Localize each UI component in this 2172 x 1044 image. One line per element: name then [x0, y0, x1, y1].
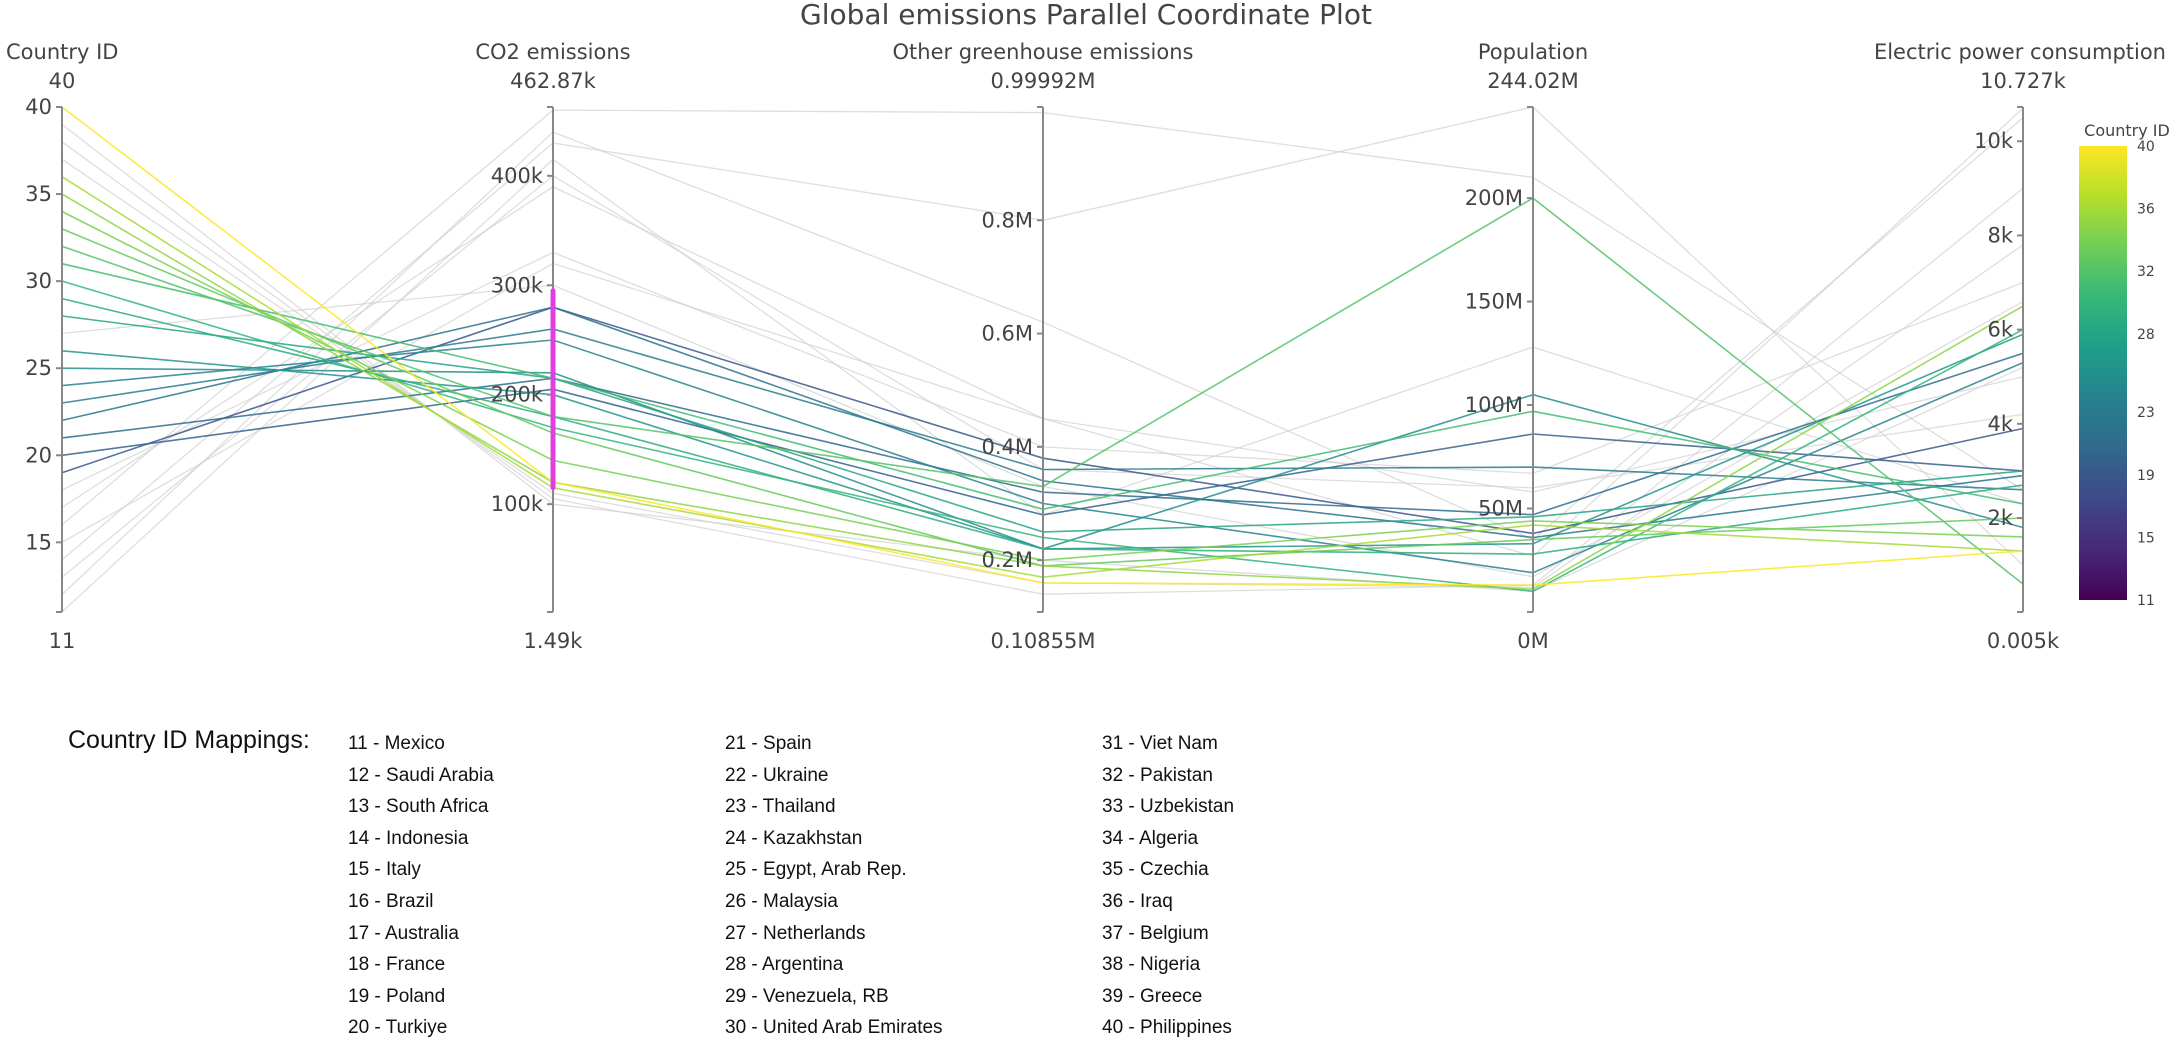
- axis-tick-label: 100M: [1465, 393, 1523, 417]
- chart-title: Global emissions Parallel Coordinate Plo…: [800, 0, 1372, 31]
- colorbar: Country ID 11 15 19 23 28 32 36 40: [2079, 121, 2170, 609]
- axis-tick-label: 25: [25, 356, 52, 380]
- axis-tick-label: 30: [25, 269, 52, 293]
- mapping-item: 19 - Poland: [348, 985, 446, 1007]
- axis-tick-label: 0.6M: [981, 322, 1033, 346]
- colorbar-tick-label: 40: [2137, 139, 2155, 155]
- axis-title: CO2 emissions: [475, 40, 630, 64]
- mappings-column-2: 21 - Spain 22 - Ukraine 23 - Thailand 24 - …: [725, 728, 943, 1044]
- mapping-item: 28 - Argentina: [725, 954, 844, 976]
- axis-tick-label: 10k: [1974, 129, 2014, 153]
- axis-tick-label: 300k: [491, 273, 544, 297]
- axis-range-min: 0.10855M: [991, 629, 1096, 653]
- colorbar-title: Country ID: [2084, 121, 2170, 140]
- axis-tick-label: 200k: [491, 383, 544, 407]
- mapping-item: 34 - Algeria: [1102, 827, 1199, 849]
- axis-tick-label: 2k: [1987, 506, 2013, 530]
- axis-range-max: 40: [49, 69, 76, 93]
- mapping-item: 11 - Mexico: [348, 733, 445, 754]
- mapping-item: 21 - Spain: [725, 733, 812, 754]
- mapping-item: 31 - Viet Nam: [1102, 733, 1218, 754]
- axis-1: Country ID 40 11 40 15 20 25 30 35: [6, 40, 118, 653]
- mapping-item: 25 - Egypt, Arab Rep.: [725, 859, 907, 881]
- axis-range-min: 1.49k: [524, 629, 584, 653]
- mapping-item: 39 - Greece: [1102, 985, 1203, 1007]
- colorbar-tick-label: 28: [2137, 327, 2155, 343]
- axis-tick-label: 6k: [1987, 318, 2013, 342]
- axis-range-min: 0M: [1517, 629, 1548, 653]
- axis-title: Other greenhouse emissions: [893, 40, 1194, 64]
- axis-5: Electric power consumption 10.727k 0.005k 2…: [1874, 40, 2166, 653]
- colorbar-gradient-bar: [2079, 146, 2127, 600]
- mapping-item: 37 - Belgium: [1102, 922, 1209, 944]
- mapping-item: 15 - Italy: [348, 859, 421, 881]
- axis-range-max: 462.87k: [510, 69, 596, 93]
- colorbar-tick-label: 11: [2137, 593, 2155, 609]
- mappings-column-3: 31 - Viet Nam 32 - Pakistan 33 - Uzbekista…: [1102, 728, 1234, 1044]
- mapping-item: 12 - Saudi Arabia: [348, 764, 494, 786]
- axis-2: CO2 emissions 462.87k 1.49k 100k 200k 300k 400…: [475, 40, 630, 653]
- axis-tick-label: 8k: [1987, 223, 2013, 247]
- mapping-item: 27 - Netherlands: [725, 922, 866, 944]
- mapping-item: 20 - Turkiye: [348, 1017, 448, 1039]
- axis-tick-label: 150M: [1465, 290, 1523, 314]
- colorbar-tick-label: 36: [2137, 202, 2155, 218]
- axis-tick-label: 50M: [1478, 497, 1523, 521]
- axis-range-max: 10.727k: [1980, 69, 2066, 93]
- mapping-item: 13 - South Africa: [348, 796, 489, 818]
- mapping-item: 26 - Malaysia: [725, 890, 838, 912]
- axis-tick-label: 0.2M: [981, 548, 1033, 572]
- mapping-item: 16 - Brazil: [348, 890, 434, 912]
- mapping-item: 17 - Australia: [348, 922, 459, 944]
- mapping-item: 35 - Czechia: [1102, 859, 1209, 881]
- mapping-item: 40 - Philippines: [1102, 1017, 1232, 1039]
- axis-tick-label: 40: [25, 95, 52, 119]
- colorbar-tick-label: 19: [2137, 468, 2155, 484]
- axis-tick-label: 0.4M: [981, 435, 1033, 459]
- axis-4: Population 244.02M 0M 50M 100M 150M 200M: [1465, 40, 1588, 653]
- mapping-item: 36 - Iraq: [1102, 890, 1173, 912]
- mapping-item: 30 - United Arab Emirates: [725, 1017, 943, 1039]
- mapping-item: 38 - Nigeria: [1102, 954, 1201, 976]
- axis-title: Population: [1478, 40, 1588, 64]
- country-id-mappings: Country ID Mappings: 11 - Mexico 12 - Sau…: [0, 720, 2172, 1038]
- mapping-item: 29 - Venezuela, RB: [725, 985, 889, 1007]
- axis-tick-label: 4k: [1987, 412, 2013, 436]
- axis-tick-label: 20: [25, 443, 52, 467]
- mapping-item: 32 - Pakistan: [1102, 764, 1213, 786]
- mapping-item: 23 - Thailand: [725, 796, 836, 818]
- axis-range-min: 0.005k: [1987, 629, 2060, 653]
- mappings-column-1: 11 - Mexico 12 - Saudi Arabia 13 - South A…: [348, 728, 494, 1044]
- axis-title: Electric power consumption: [1874, 40, 2166, 64]
- colorbar-tick-label: 15: [2137, 530, 2155, 546]
- mapping-item: 18 - France: [348, 954, 446, 976]
- colorbar-tick-label: 32: [2137, 264, 2155, 280]
- axis-tick-label: 0.8M: [981, 208, 1033, 232]
- axis-tick-label: 15: [25, 530, 52, 554]
- axis-range-max: 0.99992M: [991, 69, 1096, 93]
- axis-range-max: 244.02M: [1487, 69, 1579, 93]
- mapping-item: 33 - Uzbekistan: [1102, 796, 1235, 818]
- colorbar-tick-label: 23: [2137, 405, 2155, 421]
- axis-tick-label: 400k: [491, 164, 544, 188]
- mapping-item: 24 - Kazakhstan: [725, 827, 863, 849]
- axis-tick-label: 200M: [1465, 186, 1523, 210]
- parallel-coordinates-chart: Global emissions Parallel Coordinate Plo…: [6, 0, 2170, 653]
- axis-range-min: 11: [49, 629, 76, 653]
- axis-tick-label: 100k: [491, 492, 544, 516]
- mapping-item: 14 - Indonesia: [348, 827, 469, 849]
- mapping-item: 22 - Ukraine: [725, 764, 829, 786]
- axes-layer: Country ID 40 11 40 15 20 25 30 35 CO2 emissions 4…: [6, 40, 2166, 653]
- axis-3: Other greenhouse emissions 0.99992M 0.1085…: [893, 40, 1194, 653]
- axis-title: Country ID: [6, 40, 118, 64]
- mappings-title: Country ID Mappings:: [68, 726, 310, 754]
- axis-tick-label: 35: [25, 182, 52, 206]
